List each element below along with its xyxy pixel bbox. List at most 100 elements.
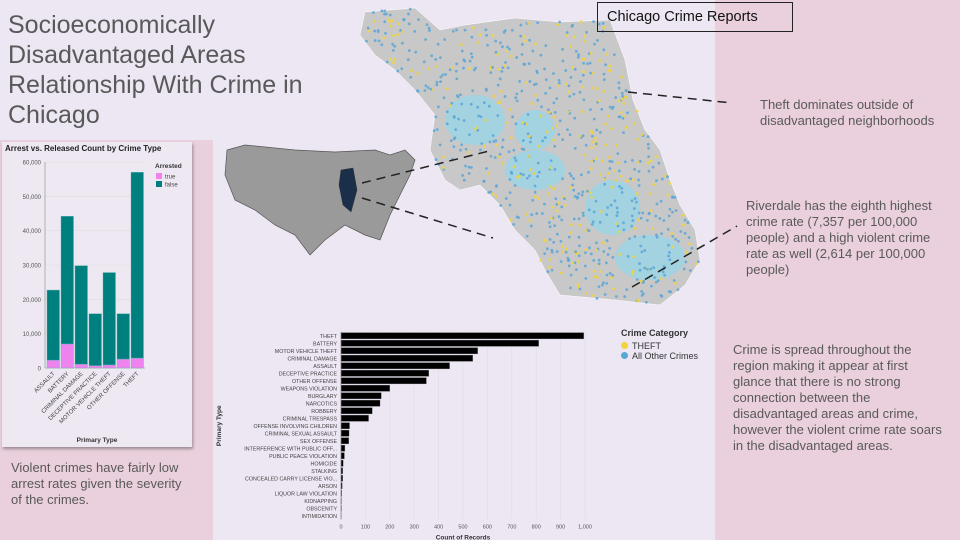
theft-point (555, 209, 559, 213)
theft-point (649, 209, 653, 213)
other-crime-point (439, 80, 442, 84)
other-crime-point (655, 202, 659, 206)
other-crime-point (572, 188, 576, 192)
other-crime-point (608, 159, 612, 163)
theft-point (577, 285, 580, 289)
riverdale-note: Riverdale has the eighth highest crime r… (746, 198, 932, 277)
other-crime-point (463, 59, 467, 63)
illinois-highlight (338, 167, 358, 213)
other-crime-point (602, 48, 606, 52)
other-crime-point (630, 224, 634, 228)
other-crime-point (611, 255, 615, 259)
theft-point (401, 30, 404, 34)
other-crime-point (480, 142, 484, 145)
theft-point (577, 260, 580, 263)
other-crime-point (606, 253, 610, 256)
other-crime-point (529, 224, 533, 228)
theft-point (582, 57, 586, 61)
theft-point (580, 85, 584, 89)
theft-point (372, 19, 376, 23)
other-crime-point (687, 236, 691, 239)
other-crime-point (584, 251, 587, 255)
other-crime-point (571, 183, 575, 187)
other-crime-point (402, 18, 406, 21)
other-crime-point (489, 190, 493, 194)
theft-point (578, 223, 582, 227)
other-crime-point (621, 116, 625, 120)
theft-point (585, 292, 588, 295)
other-crime-point (491, 134, 495, 137)
other-crime-point (508, 47, 511, 51)
theft-point (528, 218, 532, 222)
theft-point (491, 34, 495, 37)
theft-point (687, 242, 691, 246)
other-crime-point (448, 68, 452, 72)
other-crime-point (476, 128, 480, 132)
other-crime-point (544, 44, 548, 48)
other-crime-point (570, 25, 574, 28)
other-crime-point (558, 119, 562, 123)
other-crime-point (656, 279, 660, 283)
other-crime-point (476, 105, 480, 109)
legend-item-other: All Other Crimes (621, 351, 698, 361)
theft-point (663, 174, 667, 178)
theft-point (484, 118, 488, 122)
other-crime-point (373, 29, 377, 33)
other-crime-point (671, 234, 675, 238)
theft-point (668, 182, 671, 185)
theft-point (397, 22, 401, 26)
other-crime-point (413, 30, 417, 33)
arrest-note: Violent crimes have fairly low arrest ra… (11, 460, 182, 507)
other-crime-point (450, 101, 454, 105)
theft-point (569, 44, 573, 48)
theft-point (608, 64, 612, 68)
y-tick-label: KIDNAPPING (304, 499, 337, 505)
other-crime-point (400, 67, 404, 71)
theft-point (534, 195, 537, 199)
theft-point (589, 129, 593, 133)
theft-point (434, 65, 438, 69)
other-crime-point (534, 82, 538, 86)
y-tick-label: ROBBERY (311, 409, 337, 415)
other-crime-point (533, 184, 537, 188)
other-crime-point (564, 69, 568, 72)
other-crime-point (535, 71, 539, 75)
other-crime-point (638, 159, 642, 163)
other-crime-point (654, 214, 658, 218)
other-crime-point (501, 66, 505, 69)
other-crime-point (660, 177, 664, 181)
theft-point (610, 276, 613, 280)
theft-point (591, 294, 595, 298)
other-crime-point (671, 195, 675, 199)
other-crime-point (597, 285, 601, 289)
other-crime-point (583, 264, 587, 268)
other-crime-point (429, 87, 433, 91)
theft-point (548, 110, 551, 114)
theft-point (391, 19, 395, 23)
theft-point (545, 130, 549, 134)
other-crime-point (452, 114, 456, 118)
other-crime-point (557, 79, 561, 82)
other-crime-point (650, 284, 653, 288)
theft-point (575, 252, 579, 256)
other-crime-point (417, 18, 420, 22)
theft-point (550, 216, 553, 220)
legend-swatch (156, 173, 162, 179)
other-crime-point (548, 86, 552, 90)
x-tick-label: 800 (532, 525, 541, 531)
other-crime-point (443, 38, 446, 41)
y-tick-label: INTIMIDATION (301, 514, 337, 520)
theft-point (389, 24, 392, 28)
y-tick-label: WEAPONS VIOLATION (281, 386, 338, 392)
y-tick-label: CRIMINAL DAMAGE (287, 356, 337, 362)
other-crime-point (633, 197, 637, 200)
other-crime-point (568, 133, 572, 137)
other-crime-point (525, 176, 529, 180)
other-crime-point (584, 276, 588, 280)
other-crime-point (581, 134, 585, 138)
other-crime-point (668, 207, 672, 211)
other-crime-point (528, 80, 532, 83)
other-crime-point (601, 283, 604, 287)
other-crime-point (515, 92, 519, 96)
y-tick-label: CONCEALED CARRY LICENSE VIO... (245, 476, 337, 482)
